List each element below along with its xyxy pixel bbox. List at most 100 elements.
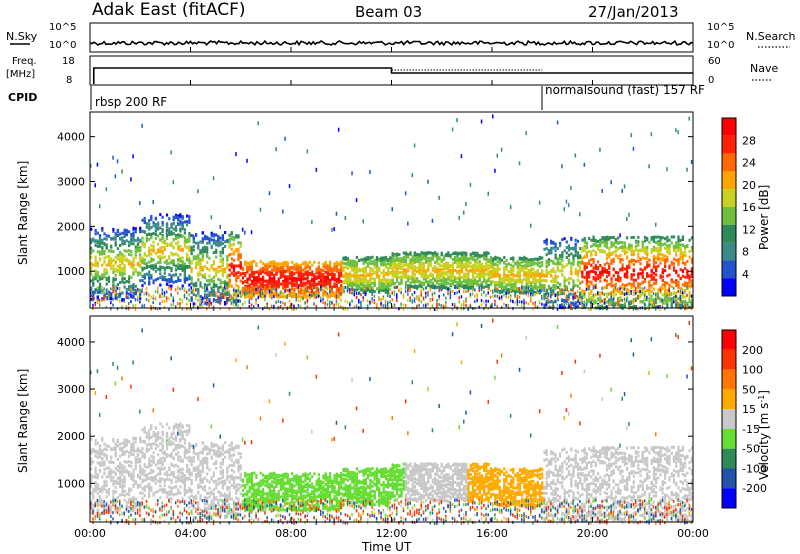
power-cell <box>469 269 472 273</box>
power-cell <box>284 286 287 290</box>
power-cell <box>210 290 213 294</box>
power-cell <box>121 304 123 308</box>
power-cell <box>235 273 238 277</box>
power-cell <box>250 279 253 283</box>
power-cell <box>420 266 423 270</box>
power-cell <box>371 281 374 285</box>
power-cell <box>125 259 128 263</box>
power-cell <box>208 256 211 260</box>
power-cell <box>447 264 450 268</box>
power-cell <box>554 270 557 274</box>
power-cell <box>536 278 539 282</box>
power-cell <box>525 257 528 261</box>
power-cell <box>183 228 186 232</box>
power-cell <box>130 300 132 304</box>
power-cell <box>201 253 204 257</box>
power-cell <box>411 285 414 289</box>
power-cell <box>409 299 411 303</box>
power-cell <box>170 259 173 263</box>
power-cell <box>489 260 492 264</box>
power-cell <box>181 262 184 266</box>
power-cell <box>387 280 390 283</box>
power-cell <box>101 263 104 267</box>
power-cell <box>478 276 481 279</box>
power-cell <box>329 295 332 299</box>
power-cell <box>94 277 97 281</box>
power-cell <box>121 277 124 281</box>
power-cell <box>143 252 146 255</box>
power-cell <box>471 272 475 276</box>
power-cell <box>270 284 274 288</box>
power-cell <box>177 267 180 270</box>
power-cell <box>545 247 548 251</box>
power-cell <box>382 288 385 292</box>
power-cell <box>134 249 137 253</box>
power-cell <box>228 274 231 278</box>
power-cell <box>119 232 122 236</box>
power-cell <box>396 277 399 281</box>
power-cell <box>139 201 141 206</box>
power-cell <box>550 279 553 283</box>
power-cell <box>351 264 354 268</box>
power-cell <box>358 284 361 288</box>
power-cell <box>145 263 148 267</box>
power-cell <box>259 283 262 287</box>
power-cell <box>224 231 227 234</box>
power-cell <box>480 275 483 279</box>
power-cell <box>440 282 443 286</box>
power-cell <box>192 240 195 244</box>
power-cell <box>478 270 481 274</box>
power-cell <box>402 268 405 271</box>
power-cell <box>186 258 189 262</box>
power-cell <box>304 292 307 296</box>
power-cell <box>407 293 409 297</box>
power-cell <box>527 275 530 279</box>
power-cell <box>559 244 562 248</box>
power-cell <box>134 248 137 252</box>
power-cell <box>514 279 517 283</box>
power-cell <box>157 234 160 238</box>
power-cell <box>161 222 164 226</box>
power-cell <box>382 261 385 265</box>
power-cell <box>507 291 510 295</box>
power-cell <box>161 252 164 256</box>
power-cell <box>487 260 490 264</box>
power-cell <box>547 300 550 304</box>
power-cell <box>489 282 492 286</box>
power-cell <box>337 262 341 266</box>
power-cell <box>498 281 501 285</box>
power-cell <box>476 257 479 261</box>
power-cell <box>286 284 289 288</box>
power-cell <box>429 278 432 282</box>
power-cell <box>121 274 124 278</box>
power-cell <box>186 254 189 258</box>
power-cell <box>449 275 452 279</box>
power-cell <box>389 295 391 298</box>
power-cell <box>96 288 99 292</box>
power-cell <box>181 260 184 264</box>
power-cell <box>320 269 323 273</box>
power-cell <box>98 243 102 247</box>
power-cell <box>237 249 240 253</box>
power-cell <box>413 260 416 264</box>
power-cell <box>317 271 320 275</box>
power-cell <box>98 277 102 281</box>
power-cell <box>458 280 461 284</box>
power-cell <box>534 303 536 307</box>
power-cell <box>308 267 312 271</box>
power-cell <box>282 272 285 276</box>
power-cell <box>159 238 162 242</box>
power-cell <box>206 246 209 250</box>
power-cell <box>237 258 240 262</box>
power-cell <box>547 294 550 298</box>
power-cell <box>255 270 258 274</box>
power-cell <box>163 275 166 279</box>
power-cell <box>570 268 573 271</box>
power-cell <box>561 304 563 307</box>
power-cell <box>154 290 157 293</box>
power-cell <box>293 291 295 295</box>
power-cell <box>369 289 371 293</box>
power-cell <box>208 237 211 241</box>
power-cell <box>413 280 416 283</box>
power-cell <box>148 246 151 250</box>
